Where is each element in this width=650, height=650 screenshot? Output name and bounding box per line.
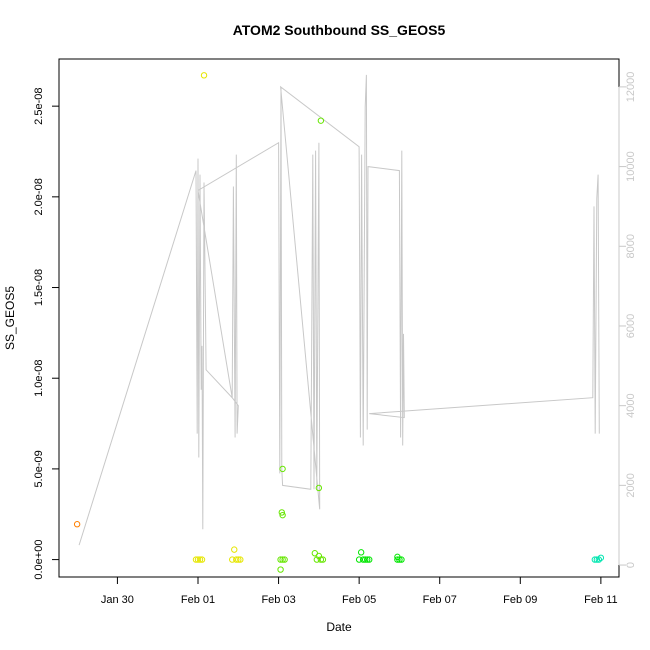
data-point [233, 556, 240, 563]
y-tick-label: 0.0e+00 [33, 540, 45, 580]
data-point [194, 556, 202, 563]
y-tick-label: 5.0e-09 [33, 450, 45, 487]
y2-tick-label: 12000 [625, 72, 637, 103]
data-point [366, 556, 373, 563]
data-point [279, 511, 286, 519]
data-point [359, 556, 367, 563]
y2-tick-label: 8000 [625, 234, 637, 258]
x-tick-label: Feb 01 [181, 594, 215, 606]
data-point [357, 549, 365, 556]
data-point [237, 556, 244, 563]
data-point [277, 556, 284, 563]
x-axis-label: Date [326, 620, 352, 634]
secondary-series-line [78, 74, 600, 546]
y-tick-label: 1.5e-08 [33, 269, 45, 306]
data-point [591, 556, 599, 563]
x-axis: Jan 30 Feb 01 Feb 03 Feb 05 Feb 07 Feb 09 Feb … [101, 576, 618, 606]
data-point [597, 554, 605, 561]
x-tick-label: Feb 05 [342, 594, 376, 606]
data-point [319, 556, 327, 563]
data-point [229, 556, 236, 563]
x-tick-label: Feb 09 [503, 594, 537, 606]
data-point [231, 546, 238, 553]
y2-tick-label: 6000 [625, 314, 637, 338]
plot-frame [58, 58, 620, 578]
data-point [317, 556, 325, 563]
data-point [313, 556, 321, 563]
series-line [78, 74, 600, 546]
data-point [279, 465, 286, 473]
scatter-points [73, 72, 605, 573]
y-axis-label: SS_GEOS5 [3, 286, 17, 350]
data-point [315, 552, 323, 560]
data-point [361, 556, 369, 563]
data-point [235, 556, 242, 563]
y-axis: 0.0e+00 5.0e-09 1.0e-08 1.5e-08 2.0e-08 2.5e-… [33, 88, 60, 580]
data-point [595, 556, 603, 563]
data-point [396, 556, 403, 563]
x-tick-label: Feb 11 [584, 594, 617, 606]
y-tick-label: 1.0e-08 [33, 360, 45, 397]
y2-tick-label: 2000 [625, 473, 637, 497]
chart-title: ATOM2 Southbound SS_GEOS5 [233, 22, 446, 38]
data-point [198, 556, 206, 563]
data-point [278, 509, 285, 516]
y-tick-label: 2.5e-08 [33, 88, 45, 125]
data-point [73, 521, 81, 528]
data-point [317, 117, 325, 124]
data-point [196, 556, 204, 563]
data-point [593, 556, 601, 563]
data-point [398, 556, 405, 563]
data-point [279, 556, 286, 563]
x-tick-label: Jan 30 [101, 594, 134, 606]
x-tick-label: Feb 07 [423, 594, 457, 606]
y2-tick-label: 10000 [625, 151, 637, 182]
data-point [394, 556, 401, 563]
data-point [200, 72, 208, 79]
data-point [281, 556, 288, 563]
data-point [364, 556, 371, 563]
data-point [355, 556, 363, 563]
x-tick-label: Feb 03 [261, 594, 295, 606]
y-tick-label: 2.0e-08 [33, 178, 45, 215]
y2-tick-label: 0 [625, 562, 637, 568]
y2-axis: 0 2000 4000 6000 8000 10000 12000 [618, 72, 637, 568]
data-point [277, 566, 284, 573]
data-point [315, 484, 323, 492]
data-point [192, 556, 200, 563]
y2-tick-label: 4000 [625, 393, 637, 417]
